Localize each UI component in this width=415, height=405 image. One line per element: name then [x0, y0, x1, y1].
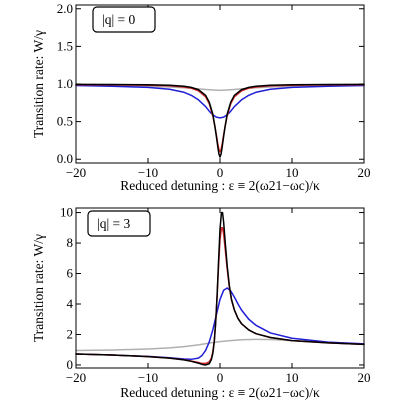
top-panel-black-curve — [75, 83, 365, 158]
y-tick-label: 4 — [67, 296, 74, 311]
y-tick-label: 6 — [67, 266, 74, 281]
top-panel-box-label: |q| = 0 — [102, 12, 136, 27]
y-tick-label: 2 — [67, 326, 74, 341]
bottom-panel-y-ticks: 0 2 4 6 8 10 — [60, 205, 364, 372]
top-panel-y-axis-label: Transition rate: W/γ — [31, 30, 46, 138]
y-tick-label: 0.0 — [57, 151, 73, 166]
y-tick-label: 8 — [67, 235, 74, 250]
bottom-panel-box-label: |q| = 3 — [97, 216, 131, 231]
top-panel: −20 −10 0 10 20 0.0 0.5 1.0 1.5 2.0 |q| = 0 Redu… — [31, 1, 371, 193]
bottom-panel-x-ticks: −20 −10 0 10 20 — [66, 208, 371, 385]
bottom-panel-x-axis-label: Reduced detuning : ε ≡ 2(ω21−ωc)/κ — [120, 385, 320, 400]
top-panel-series — [75, 83, 365, 158]
top-panel-y-ticks: 0.0 0.5 1.0 1.5 2.0 — [57, 1, 364, 166]
x-tick-label: −20 — [66, 165, 86, 180]
y-tick-label: 0.5 — [57, 114, 73, 129]
x-tick-label: 0 — [217, 165, 224, 180]
y-tick-label: 1.5 — [57, 38, 73, 53]
x-tick-label: 10 — [286, 370, 299, 385]
top-panel-blue-curve — [75, 84, 365, 119]
bottom-panel-blue-curve — [75, 287, 365, 361]
bottom-panel: −20 −10 0 10 20 0 2 4 6 8 10 |q| = 3 Reduced detu… — [31, 205, 371, 400]
bottom-panel-y-axis-label: Transition rate: W/γ — [31, 234, 46, 342]
x-tick-label: 0 — [217, 370, 224, 385]
y-tick-label: 1.0 — [57, 76, 73, 91]
bottom-panel-black-curve — [75, 211, 365, 366]
x-tick-label: 20 — [358, 165, 371, 180]
y-tick-label: 2.0 — [57, 1, 73, 16]
x-tick-label: 20 — [358, 370, 371, 385]
x-tick-label: −10 — [138, 165, 158, 180]
top-panel-label-box — [92, 6, 156, 33]
y-tick-label: 0 — [67, 357, 74, 372]
top-panel-x-axis-label: Reduced detuning : ε ≡ 2(ω21−ωc)/κ — [120, 178, 320, 193]
bottom-panel-label-box — [87, 210, 151, 237]
x-tick-label: −20 — [66, 370, 86, 385]
top-panel-gray-curve — [75, 84, 365, 92]
bottom-panel-series — [75, 211, 365, 366]
x-tick-label: −10 — [138, 370, 158, 385]
y-tick-label: 10 — [60, 205, 73, 220]
x-tick-label: 10 — [286, 165, 299, 180]
